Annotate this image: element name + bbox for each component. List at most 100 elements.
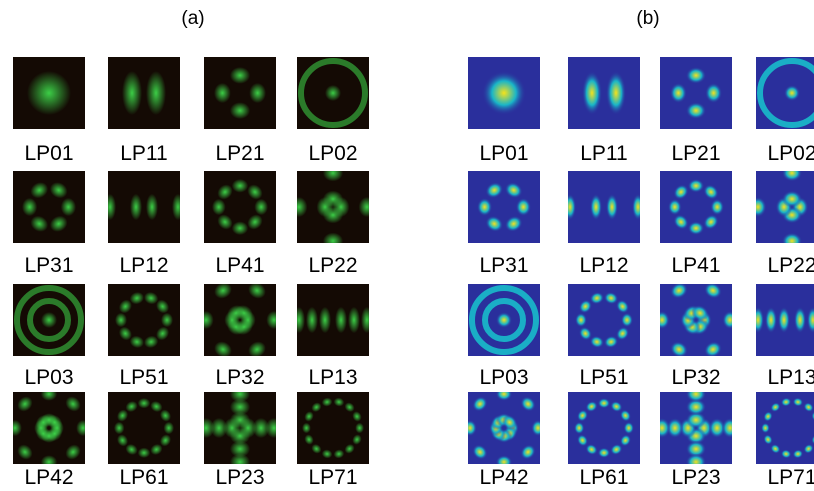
mode-lobe [254,198,268,216]
mode-label: LP12 [579,254,629,277]
experimental-mode-image [108,171,180,243]
mode-lobe [673,214,689,230]
mode-lobe [468,419,477,437]
mode-lobe [129,292,144,305]
mode-lobe [763,434,773,445]
mode-lobe [495,392,513,401]
mode-lobe [204,310,214,330]
mode-lobe [210,417,228,439]
mode-lobe [214,82,231,104]
mode-label: LP22 [308,254,358,277]
panel-a-title: (a) [181,8,205,29]
mode-lobe [304,434,314,445]
mode-lobe [249,82,266,104]
mode-lobe [585,401,598,413]
simulated-mode-image [568,284,640,356]
mode-lobe [125,401,138,413]
simulated-mode-image [568,57,640,129]
mode-lobe [355,422,364,434]
experimental-mode-image [13,284,85,356]
mode-label: LP71 [767,466,814,489]
mode-lobe [703,214,719,230]
experimental-mode-image [297,392,369,464]
mode-lobe [589,335,604,348]
mode-lobe [321,449,333,459]
mode-lobe [722,310,732,330]
mode-label: LP41 [215,254,265,277]
mode-lobe [40,392,58,401]
mode-lobe [685,67,707,84]
mode-lobe [247,184,263,200]
mode-label: LP51 [579,366,629,389]
mode-label: LP51 [119,366,169,389]
mode-lobe [781,232,803,243]
experimental-mode-image [297,284,369,356]
experimental-mode-image [204,284,276,356]
mode-lobe [321,397,333,407]
simulated-mode-image [756,171,814,243]
mode-lobe [76,419,85,437]
mode-lobe [668,198,682,216]
simulated-mode-image [468,392,540,464]
mode-label: LP11 [120,142,168,165]
mode-lobe [496,312,512,328]
mode-lobe [247,214,263,230]
mode-lobe [485,215,504,232]
mode-lobe [757,58,814,128]
experimental-mode-image [13,57,85,129]
mode-lobe [117,409,129,422]
experimental-mode-image [108,57,180,129]
mode-lobe [619,409,631,422]
mode-lobe [17,396,33,412]
experimental-mode-image [204,57,276,129]
mode-lobe [212,198,226,216]
simulated-mode-image [568,171,640,243]
mode-lobe [685,102,707,119]
mode-lobe [65,444,81,460]
mode-label: LP22 [767,254,814,277]
mode-lobe [156,326,170,341]
mode-label: LP23 [671,466,721,489]
mode-lobe [322,190,344,208]
mode-lobe [520,444,536,460]
mode-lobe [685,392,707,403]
simulated-mode-image [660,171,732,243]
mode-lobe [129,335,144,348]
mode-lobe [485,182,504,199]
mode-lobe [144,292,159,305]
mode-label: LP21 [215,142,265,165]
mode-lobe [325,85,341,101]
mode-lobe [495,455,513,464]
mode-lobe [248,284,266,299]
mode-lobe [118,326,132,341]
experimental-mode-image [108,392,180,464]
mode-lobe [703,184,719,200]
mode-lobe [704,341,722,356]
mode-lobe [146,71,166,115]
mode-lobe [229,411,251,429]
mode-lobe [781,190,803,208]
simulated-mode-image [756,392,814,464]
mode-lobe [49,182,68,199]
mode-lobe [14,285,84,355]
mode-lobe [40,455,58,464]
mode-lobe [204,417,215,439]
mode-lobe [472,444,488,460]
mode-lobe [298,58,368,128]
mode-lobe [159,409,171,422]
mode-lobe [229,392,251,403]
mode-label: LP61 [119,466,169,489]
mode-lobe [597,398,611,409]
mode-lobe [590,193,602,221]
mode-lobe [482,298,526,342]
mode-lobe [685,398,707,416]
simulated-mode-image [568,392,640,464]
mode-lobe [685,440,707,458]
mode-label: LP42 [24,466,74,489]
mode-lobe [770,402,781,412]
mode-lobe [604,292,619,305]
mode-lobe [322,171,344,182]
mode-lobe [670,284,688,299]
mode-lobe [708,417,726,439]
mode-lobe [306,306,318,334]
